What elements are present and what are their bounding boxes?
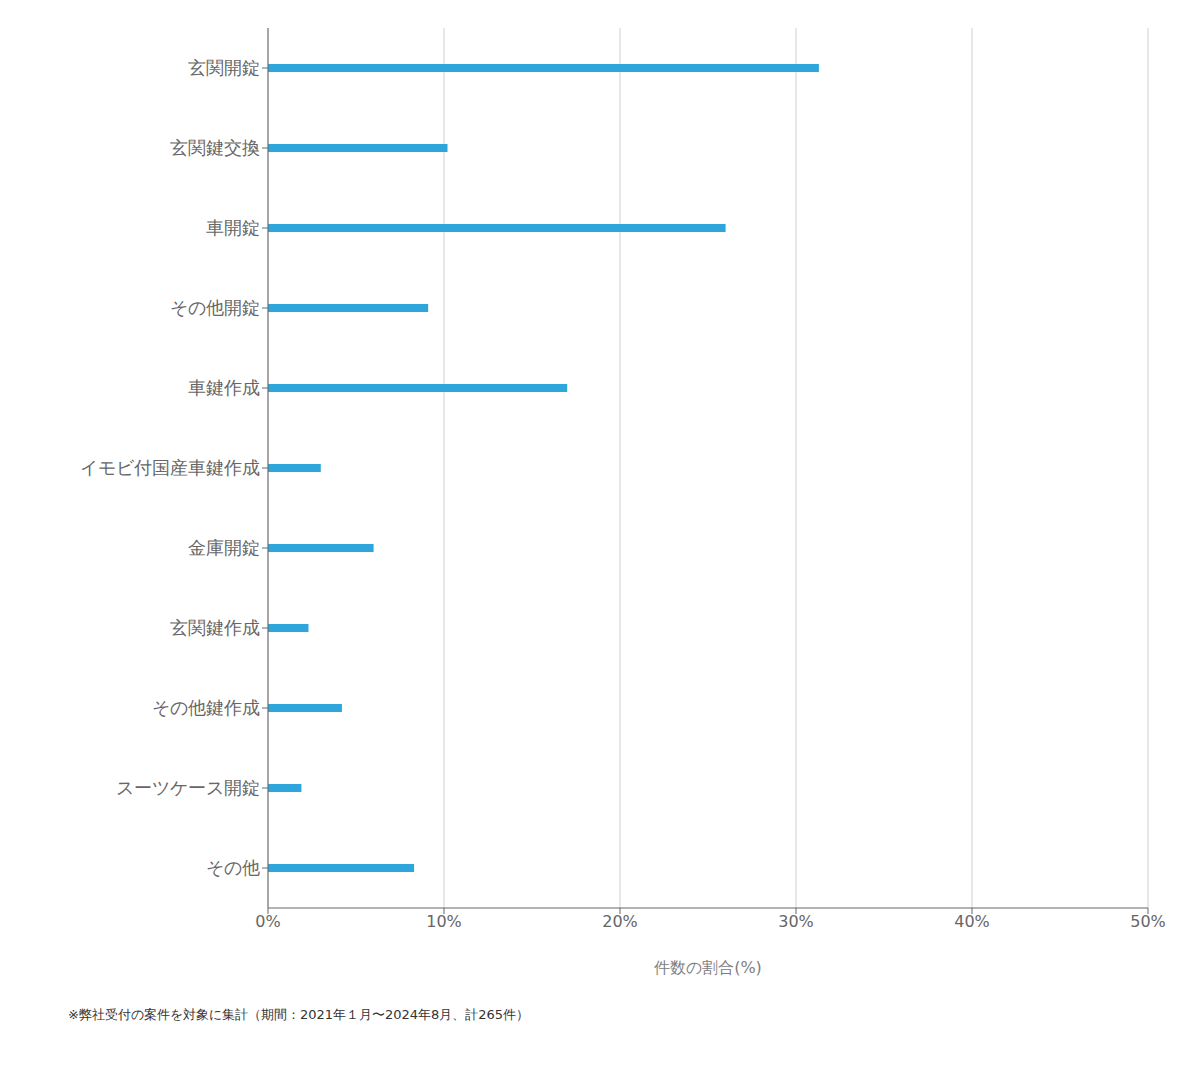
- svg-text:玄関鍵作成: 玄関鍵作成: [170, 617, 260, 638]
- svg-text:件数の割合(%): 件数の割合(%): [654, 958, 762, 977]
- svg-text:車開錠: 車開錠: [206, 217, 260, 238]
- svg-text:30%: 30%: [778, 912, 814, 931]
- svg-text:その他: その他: [206, 857, 260, 878]
- svg-text:玄関開錠: 玄関開錠: [188, 57, 260, 78]
- svg-text:スーツケース開錠: スーツケース開錠: [116, 777, 260, 798]
- svg-text:車鍵作成: 車鍵作成: [188, 377, 260, 398]
- svg-text:玄関鍵交換: 玄関鍵交換: [170, 137, 260, 158]
- svg-text:金庫開錠: 金庫開錠: [188, 537, 260, 558]
- svg-text:イモビ付国産車鍵作成: イモビ付国産車鍵作成: [80, 457, 260, 478]
- html-text:※弊社受付の案件を対象に集計（期間：2021年１月〜2024: ※弊社受付の案件を対象に集計（期間：2021年１月〜2024年8月、計265件）: [68, 1007, 530, 1022]
- svg-text:20%: 20%: [602, 912, 638, 931]
- svg-text:50%: 50%: [1130, 912, 1166, 931]
- svg-text:0%: 0%: [255, 912, 280, 931]
- svg-text:40%: 40%: [954, 912, 990, 931]
- svg-text:その他開錠: その他開錠: [170, 297, 260, 318]
- svg-text:その他鍵作成: その他鍵作成: [152, 697, 260, 718]
- svg-text:10%: 10%: [426, 912, 462, 931]
